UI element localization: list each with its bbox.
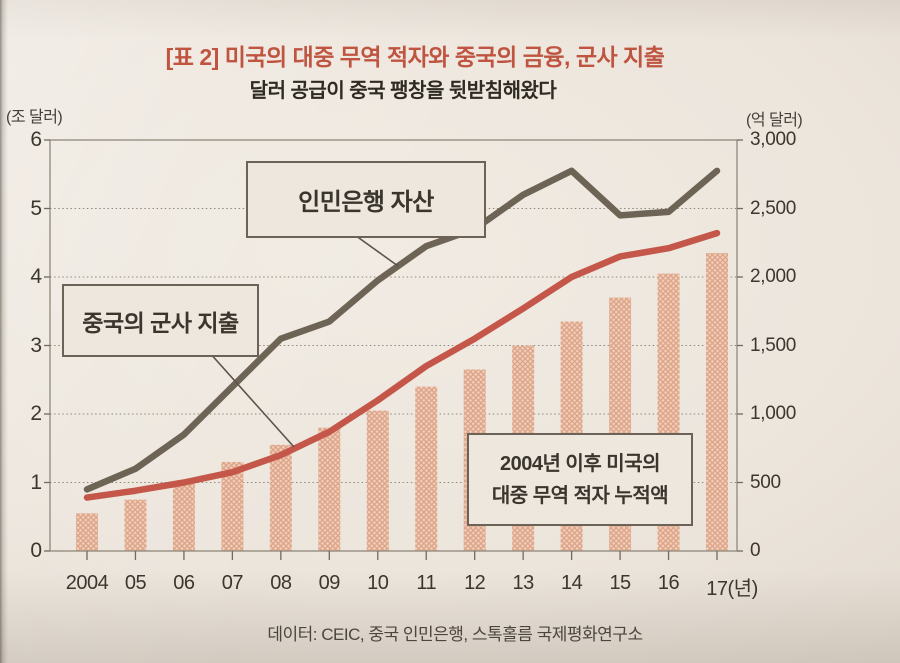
right-axis-label-1500: 1,500: [750, 334, 797, 356]
callout-military-label: 중국의 군사 지출: [82, 309, 239, 336]
x-axis-label-14: 14: [560, 572, 583, 594]
left-axis-unit-label: (조 달러): [6, 109, 63, 126]
right-axis-label-2000: 2,000: [750, 266, 797, 287]
x-axis-label-12: 12: [464, 572, 486, 594]
right-axis-label-0: 0: [750, 540, 761, 561]
data-source-caption: 데이터: CEIC, 중국 인민은행, 스톡홀름 국제평화연구소: [267, 625, 643, 644]
bar-10: [366, 410, 389, 551]
line-pboc-assets: [83, 167, 721, 493]
x-axis-label-17: 17(년): [706, 578, 758, 600]
line-series-group: [83, 167, 721, 501]
left-axis-label-4: 4: [30, 265, 42, 288]
pointer-military: [208, 351, 295, 448]
x-axis-label-05: 05: [124, 572, 147, 594]
right-axis-label-2500: 2,500: [750, 197, 797, 219]
x-axis-label-13: 13: [512, 572, 535, 594]
chart-subtitle: 달러 공급이 중국 팽창을 뒷받침해왔다: [249, 80, 557, 102]
bar-2004: [76, 513, 98, 551]
callout-military-spending: 중국의 군사 지출: [62, 284, 259, 357]
callout-deficit-line1: 2004년 이후 미국의: [499, 452, 661, 475]
x-axis-label-11: 11: [416, 572, 437, 594]
chart-title: [표 2] 미국의 대중 무역 적자와 중국의 금융, 군사 지출: [165, 44, 665, 70]
bar-09: [318, 427, 341, 551]
bar-17: [706, 253, 728, 551]
bar-06: [172, 482, 195, 551]
callout-cumulative-deficit: 2004년 이후 미국의 대중 무역 적자 누적액: [467, 433, 693, 526]
x-axis-label-10: 10: [367, 572, 389, 594]
right-axis-unit-label: (억 달러): [746, 112, 803, 129]
left-axis-label-2: 2: [30, 402, 42, 425]
pointer-pboc: [351, 232, 399, 267]
bar-07: [221, 461, 244, 551]
bar-11: [415, 386, 438, 551]
x-axis-label-06: 06: [173, 572, 195, 594]
left-axis-label-0: 0: [30, 539, 42, 562]
left-axis-label-5: 5: [30, 196, 42, 220]
callout-pboc-label: 인민은행 자산: [298, 189, 434, 216]
axes-frame: [44, 139, 743, 560]
left-axis-label-3: 3: [30, 333, 42, 357]
right-axis-label-500: 500: [750, 471, 781, 493]
x-axis-label-09: 09: [318, 572, 341, 594]
x-axis-label-2004: 2004: [65, 572, 109, 594]
left-axis-label-1: 1: [30, 470, 42, 494]
bar-05: [124, 499, 147, 551]
line-military-spending: [83, 229, 721, 501]
right-axis-label-1000: 1,000: [750, 403, 797, 424]
bar-08: [269, 444, 292, 551]
left-axis-label-6: 6: [30, 128, 42, 151]
x-axis-label-15: 15: [609, 572, 631, 594]
callout-deficit-line2: 대중 무역 적자 누적액: [491, 484, 669, 507]
callout-pointer-lines: [208, 232, 399, 448]
x-axis-label-08: 08: [270, 572, 292, 594]
right-axis-label-3000: 3,000: [750, 129, 797, 150]
x-axis-label-07: 07: [221, 572, 244, 594]
x-axis-label-16: 16: [657, 572, 680, 594]
callout-pboc-assets: 인민은행 자산: [246, 161, 486, 238]
